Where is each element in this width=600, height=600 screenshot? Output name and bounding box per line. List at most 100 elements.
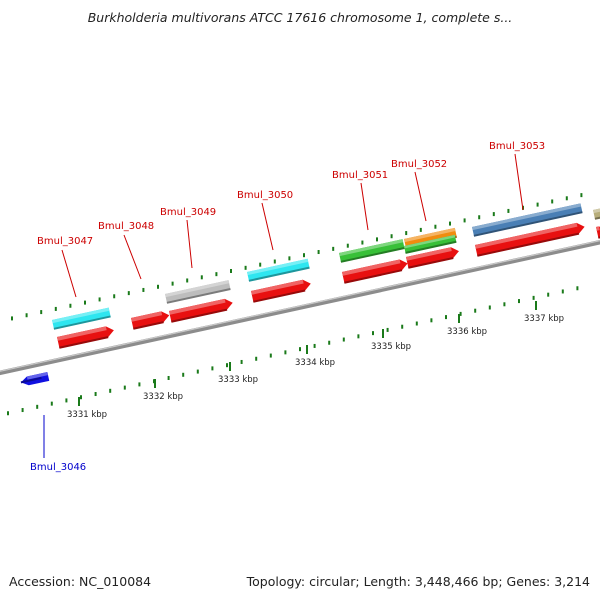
gene-label-bmul-3049[interactable]: Bmul_3049 [160, 207, 216, 218]
kbp-major-tick [78, 397, 80, 406]
genome-summary-text: Topology: circular; Length: 3,448,466 bp… [246, 574, 590, 589]
gene-label-bmul-3048[interactable]: Bmul_3048 [98, 221, 154, 232]
backbone-highlight [0, 240, 600, 372]
kbp-tick-marks: 3331 kbp 3332 kbp 3333 kbp 3334 kbp 3335 kbp… [67, 301, 564, 420]
forward-tick-dot [127, 291, 130, 296]
chromosome-backbone [0, 239, 600, 376]
reverse-tick-dot [488, 305, 491, 310]
forward-tick-dot [215, 272, 218, 277]
gene-features[interactable] [20, 203, 600, 386]
forward-tick-dot [113, 294, 116, 299]
gene-label-bmul-3046[interactable]: Bmul_3046 [30, 462, 86, 473]
reverse-tick-dot [386, 327, 389, 332]
gene-label-bmul-3052[interactable]: Bmul_3052 [391, 159, 447, 170]
forward-tick-dot [84, 300, 86, 305]
forward-tick-dot [361, 240, 364, 245]
forward-tick-dot [332, 246, 335, 251]
forward-tick-dot [69, 303, 72, 308]
kbp-major-tick [229, 362, 231, 371]
feature-cds-arrow[interactable] [596, 226, 600, 239]
feature-bmul3049-gene[interactable] [165, 280, 231, 304]
forward-tick-dot [565, 196, 568, 201]
forward-tick-dot [317, 250, 320, 255]
kbp-tick-label: 3335 kbp [371, 342, 411, 352]
feature-cds-arrow[interactable] [475, 222, 585, 257]
reverse-tick-dot [459, 311, 462, 316]
gene-label-bmul-3053[interactable]: Bmul_3053 [489, 141, 545, 152]
forward-tick-dot [40, 310, 43, 315]
forward-tick-dot [551, 199, 554, 204]
reverse-tick-dot [357, 334, 360, 339]
kbp-tick-label: 3333 kbp [218, 375, 258, 385]
kbp-major-tick [535, 301, 537, 310]
feature-cds-arrow[interactable] [131, 311, 170, 330]
forward-tick-dot [507, 208, 510, 213]
reverse-tick-dot [518, 299, 520, 304]
gene-label-bmul-3050[interactable]: Bmul_3050 [237, 190, 293, 201]
kbp-major-tick [382, 329, 384, 338]
accession-text: Accession: NC_010084 [9, 574, 152, 589]
forward-tick-dot [186, 278, 189, 283]
reverse-tick-dot [65, 398, 68, 403]
feature-bmul3047-gene[interactable] [52, 307, 111, 330]
feature-cds-arrow[interactable] [406, 247, 459, 269]
feature-bmul3053-gene[interactable] [472, 203, 583, 237]
reverse-tick-dot [21, 408, 24, 413]
kbp-tick-label: 3336 kbp [447, 327, 487, 337]
forward-tick-dot [390, 234, 393, 239]
forward-tick-dot [405, 231, 408, 236]
reverse-tick-dot [255, 356, 258, 361]
feature-cds-arrow[interactable] [169, 298, 233, 323]
reverse-tick-dot [123, 385, 126, 390]
reverse-tick-dot [561, 289, 564, 294]
reverse-tick-dot [36, 404, 39, 409]
kbp-major-tick [154, 379, 156, 388]
feature-cds-arrow[interactable] [342, 259, 408, 284]
gene-label-leader-line [61, 249, 77, 298]
reverse-tick-dot [109, 388, 112, 393]
tick-dots [7, 193, 583, 416]
forward-tick-dot [273, 259, 276, 264]
forward-tick-dot [25, 313, 28, 318]
reverse-tick-dot [80, 395, 82, 400]
reverse-tick-dot [445, 315, 447, 320]
reverse-tick-dot [503, 302, 506, 307]
reverse-tick-dot [269, 353, 272, 358]
reverse-tick-dot [372, 331, 374, 336]
forward-tick-dot [54, 306, 57, 311]
reverse-tick-dot [401, 324, 404, 329]
reverse-tick-dot [196, 369, 199, 374]
gene-label-leader-line [514, 153, 524, 211]
gene-label-leader-line [186, 219, 193, 269]
reverse-tick-dot [474, 308, 477, 313]
feature-next-gene[interactable] [593, 207, 600, 220]
feature-bmul3051-gene[interactable] [339, 239, 405, 263]
feature-bmul3046-gene[interactable] [20, 372, 50, 386]
forward-tick-dot [171, 281, 174, 286]
forward-tick-dot [157, 284, 159, 289]
feature-cds-arrow[interactable] [57, 326, 114, 349]
forward-tick-dot [244, 265, 247, 270]
forward-tick-dot [288, 256, 291, 261]
gene-label-bmul-3051[interactable]: Bmul_3051 [332, 170, 388, 181]
kbp-tick-label: 3337 kbp [524, 314, 564, 324]
kbp-tick-label: 3331 kbp [67, 410, 107, 420]
gene-label-bmul-3047[interactable]: Bmul_3047 [37, 236, 93, 247]
forward-tick-dot [536, 202, 539, 207]
map-title: Burkholderia multivorans ATCC 17616 chro… [87, 10, 513, 25]
reverse-tick-dot [211, 366, 214, 371]
forward-tick-dot [376, 237, 378, 242]
reverse-tick-dot [547, 292, 550, 297]
reverse-tick-dot [226, 363, 228, 368]
forward-tick-dot [346, 243, 349, 248]
forward-tick-dot [580, 193, 583, 198]
feature-bmul3050-gene[interactable] [247, 258, 310, 282]
kbp-major-tick [306, 345, 308, 354]
gene-label-leader-line [360, 182, 369, 231]
forward-tick-dot [142, 287, 145, 292]
forward-tick-dot [98, 297, 101, 302]
feature-bmul3052-secondary[interactable] [404, 234, 457, 254]
forward-tick-dot [419, 227, 422, 232]
feature-cds-arrow[interactable] [251, 279, 311, 303]
